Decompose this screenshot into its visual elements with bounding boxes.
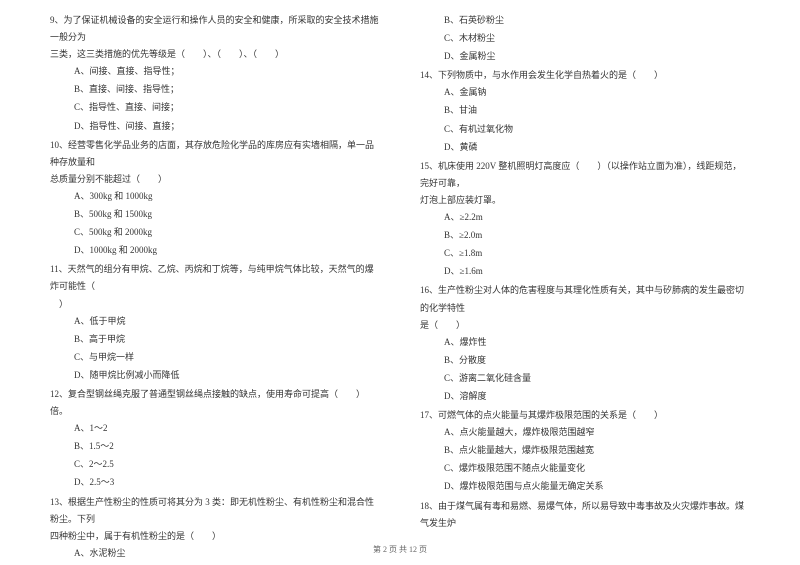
question-14: 14、下列物质中，与水作用会发生化学自热着火的是（ ） A、金属钠 B、甘油 C… (420, 67, 750, 155)
question-12-option-b: B、1.5～2 (50, 438, 380, 455)
question-18: 18、由于煤气属有毒和易燃、易爆气体，所以易导致中毒事故及火灾爆炸事故。煤气发生… (420, 498, 750, 532)
question-13-option-d: D、金属粉尘 (420, 48, 750, 65)
question-17-option-c: C、爆炸极限范围不随点火能量变化 (420, 460, 750, 477)
page-footer: 第 2 页 共 12 页 (0, 544, 800, 555)
question-11-text-1: 11、天然气的组分有甲烷、乙烷、丙烷和丁烷等，与纯甲烷气体比较，天然气的爆炸可能… (50, 261, 380, 295)
page-content: 9、为了保证机械设备的安全运行和操作人员的安全和健康，所采取的安全技术措施一般分… (0, 0, 800, 564)
question-12-text: 12、复合型钢丝绳克服了普通型钢丝绳点接触的缺点，使用寿命可提高（ ）倍。 (50, 386, 380, 420)
question-9: 9、为了保证机械设备的安全运行和操作人员的安全和健康，所采取的安全技术措施一般分… (50, 12, 380, 135)
question-11-option-d: D、随甲烷比例减小而降低 (50, 367, 380, 384)
question-10: 10、经营零售化学品业务的店面，其存放危险化学品的库房应有实墙相隔，单一品种存放… (50, 137, 380, 260)
question-11-option-a: A、低于甲烷 (50, 313, 380, 330)
question-15: 15、机床使用 220V 整机照明灯高度应（ ）（以操作站立面为准），线距规范，… (420, 158, 750, 281)
question-14-option-d: D、黄磷 (420, 139, 750, 156)
question-9-option-d: D、指导性、间接、直接； (50, 118, 380, 135)
question-17-option-a: A、点火能量越大，爆炸极限范围越窄 (420, 424, 750, 441)
left-column: 9、为了保证机械设备的安全运行和操作人员的安全和健康，所采取的安全技术措施一般分… (50, 12, 380, 564)
question-10-option-d: D、1000kg 和 2000kg (50, 242, 380, 259)
question-12-option-c: C、2～2.5 (50, 456, 380, 473)
question-17: 17、可燃气体的点火能量与其爆炸极限范围的关系是（ ） A、点火能量越大，爆炸极… (420, 407, 750, 495)
question-14-option-b: B、甘油 (420, 102, 750, 119)
question-12: 12、复合型钢丝绳克服了普通型钢丝绳点接触的缺点，使用寿命可提高（ ）倍。 A、… (50, 386, 380, 492)
question-13-option-b: B、石英砂粉尘 (420, 12, 750, 29)
question-10-text-2: 总质量分别不能超过（ ） (50, 171, 380, 188)
question-9-text-2: 三类，这三类措施的优先等级是（ ）、（ ）、（ ） (50, 46, 380, 63)
question-16-text-2: 是（ ） (420, 317, 750, 334)
question-10-option-b: B、500kg 和 1500kg (50, 206, 380, 223)
question-13-text-2: 四种粉尘中，属于有机性粉尘的是（ ） (50, 528, 380, 545)
question-16-option-c: C、游离二氧化硅含量 (420, 370, 750, 387)
question-10-option-a: A、300kg 和 1000kg (50, 188, 380, 205)
question-9-option-c: C、指导性、直接、间接； (50, 99, 380, 116)
question-15-text-2: 灯泡上部应装灯罩。 (420, 192, 750, 209)
question-13-cont: B、石英砂粉尘 C、木材粉尘 D、金属粉尘 (420, 12, 750, 65)
question-15-option-b: B、≥2.0m (420, 227, 750, 244)
question-16: 16、生产性粉尘对人体的危害程度与其理化性质有关，其中与矽肺病的发生最密切的化学… (420, 282, 750, 405)
question-15-text-1: 15、机床使用 220V 整机照明灯高度应（ ）（以操作站立面为准），线距规范，… (420, 158, 750, 192)
question-13-text-1: 13、根据生产性粉尘的性质可将其分为 3 类：即无机性粉尘、有机性粉尘和混合性粉… (50, 494, 380, 528)
question-17-text: 17、可燃气体的点火能量与其爆炸极限范围的关系是（ ） (420, 407, 750, 424)
question-9-text-1: 9、为了保证机械设备的安全运行和操作人员的安全和健康，所采取的安全技术措施一般分… (50, 12, 380, 46)
question-17-option-b: B、点火能量越大，爆炸极限范围越宽 (420, 442, 750, 459)
question-16-option-a: A、爆炸性 (420, 334, 750, 351)
question-16-option-b: B、分散度 (420, 352, 750, 369)
question-14-option-a: A、金属钠 (420, 84, 750, 101)
right-column: B、石英砂粉尘 C、木材粉尘 D、金属粉尘 14、下列物质中，与水作用会发生化学… (420, 12, 750, 564)
question-9-option-b: B、直接、间接、指导性； (50, 81, 380, 98)
question-12-option-d: D、2.5～3 (50, 474, 380, 491)
question-10-option-c: C、500kg 和 2000kg (50, 224, 380, 241)
question-11-option-c: C、与甲烷一样 (50, 349, 380, 366)
question-14-option-c: C、有机过氧化物 (420, 121, 750, 138)
question-16-text-1: 16、生产性粉尘对人体的危害程度与其理化性质有关，其中与矽肺病的发生最密切的化学… (420, 282, 750, 316)
question-17-option-d: D、爆炸极限范围与点火能量无确定关系 (420, 478, 750, 495)
question-11: 11、天然气的组分有甲烷、乙烷、丙烷和丁烷等，与纯甲烷气体比较，天然气的爆炸可能… (50, 261, 380, 384)
question-11-text-2: ） (50, 296, 380, 313)
question-9-option-a: A、间接、直接、指导性； (50, 63, 380, 80)
question-16-option-d: D、溶解度 (420, 388, 750, 405)
question-14-text: 14、下列物质中，与水作用会发生化学自热着火的是（ ） (420, 67, 750, 84)
question-15-option-d: D、≥1.6m (420, 263, 750, 280)
question-15-option-a: A、≥2.2m (420, 209, 750, 226)
question-18-text: 18、由于煤气属有毒和易燃、易爆气体，所以易导致中毒事故及火灾爆炸事故。煤气发生… (420, 498, 750, 532)
question-10-text-1: 10、经营零售化学品业务的店面，其存放危险化学品的库房应有实墙相隔，单一品种存放… (50, 137, 380, 171)
question-13-option-c: C、木材粉尘 (420, 30, 750, 47)
question-12-option-a: A、1～2 (50, 420, 380, 437)
question-11-option-b: B、高于甲烷 (50, 331, 380, 348)
question-15-option-c: C、≥1.8m (420, 245, 750, 262)
